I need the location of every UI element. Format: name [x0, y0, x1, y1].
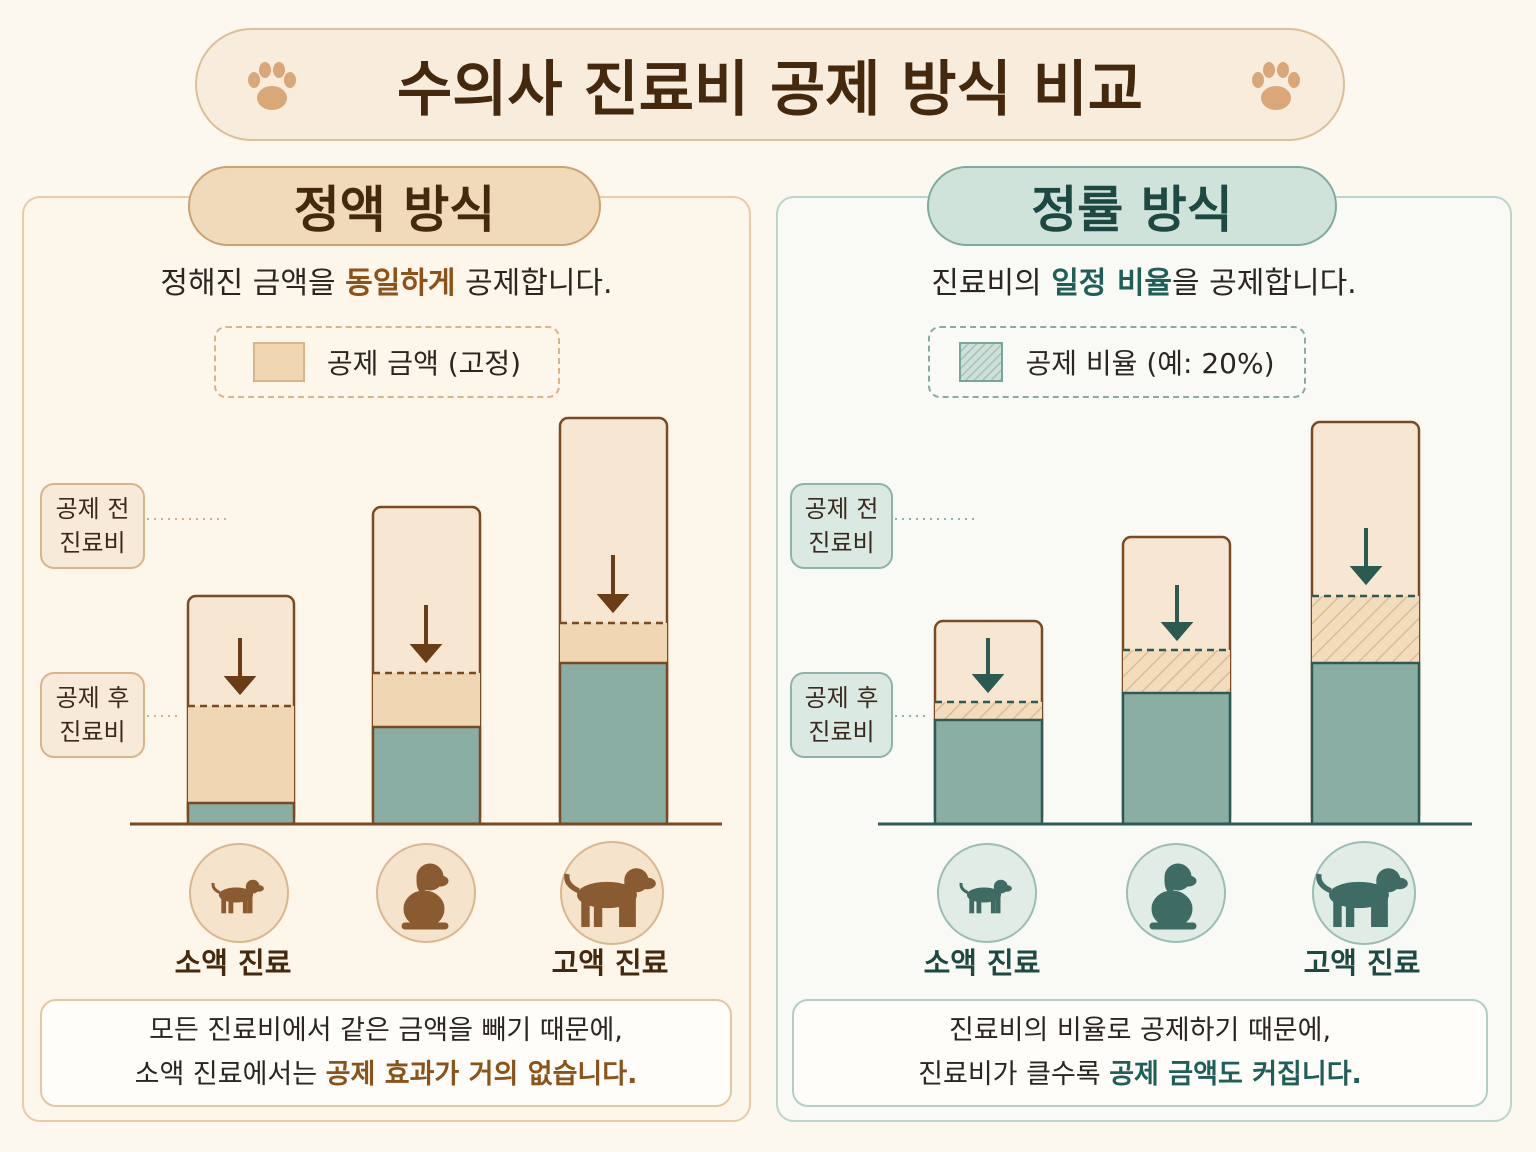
- category-text: 소액 진료: [174, 946, 292, 980]
- label: 공제 전: [55, 495, 130, 523]
- guide-lines: [147, 518, 978, 717]
- category: 고액 진료: [1262, 940, 1462, 982]
- note-text: 모든 진료비에서 같은 금액을 빼기 때문에,: [149, 1015, 623, 1046]
- title: 수의사 진료비 공제 방식 비교: [397, 55, 1143, 125]
- label: 진료비: [59, 529, 126, 557]
- category-text: 고액 진료: [551, 946, 669, 980]
- category: 고액 진료: [510, 940, 710, 982]
- title-banner: 수의사 진료비 공제 방식 비교: [195, 28, 1345, 141]
- highlight: 공제 효과가 거의 없습니다.: [325, 1059, 638, 1090]
- label: 공제 후: [804, 684, 879, 712]
- text: 진료비의: [931, 266, 1052, 301]
- note-text: 진료비의 비율로 공제하기 때문에,: [948, 1015, 1332, 1046]
- description: 정해진 금액을 동일하게 공제합니다.: [22, 258, 751, 302]
- note-text: 소액 진료에서는: [134, 1059, 326, 1090]
- text: 정해진 금액을: [160, 266, 346, 301]
- label: 공제 전: [804, 495, 879, 523]
- rate-bars: [878, 420, 1472, 826]
- pet-icons: [189, 841, 1416, 945]
- category-text: 소액 진료: [923, 946, 1041, 980]
- description: 진료비의 일정 비율 을 공제합니다.: [776, 258, 1512, 302]
- label: 진료비: [59, 718, 126, 746]
- highlight: 동일하게: [345, 266, 456, 301]
- category: 소액 진료: [133, 940, 333, 982]
- label: 공제 후: [55, 684, 130, 712]
- highlight: 공제 금액도 커집니다.: [1109, 1059, 1362, 1090]
- note: 모든 진료비에서 같은 금액을 빼기 때문에, 소액 진료에서는 공제 효과가 거…: [40, 999, 732, 1107]
- fixed-bars: [130, 416, 722, 826]
- category: 소액 진료: [882, 940, 1082, 982]
- panel-heading: 정액 방식: [188, 166, 601, 246]
- heading-text: 정률 방식: [1031, 181, 1233, 239]
- label: 진료비: [808, 718, 875, 746]
- heading-text: 정액 방식: [293, 181, 496, 239]
- paw-icon: [248, 62, 1300, 110]
- legend-text: 공제 금액 (고정): [326, 347, 522, 380]
- highlight: 일정 비율: [1051, 266, 1173, 301]
- category-text: 고액 진료: [1303, 946, 1421, 980]
- note-text: 진료비가 클수록: [918, 1059, 1110, 1090]
- legend: 공제 비율 (예: 20%): [928, 326, 1306, 398]
- note: 진료비의 비율로 공제하기 때문에, 진료비가 클수록 공제 금액도 커집니다.: [792, 999, 1488, 1107]
- legend-text: 공제 비율 (예: 20%): [1025, 347, 1275, 380]
- legend: 공제 금액 (고정): [214, 326, 560, 398]
- legend-swatch: [252, 342, 305, 382]
- panel-heading: 정률 방식: [927, 166, 1337, 246]
- text: 을 공제합니다.: [1172, 266, 1357, 301]
- text: 공제합니다.: [455, 266, 613, 301]
- label: 진료비: [808, 529, 875, 557]
- legend-swatch: [959, 342, 1004, 382]
